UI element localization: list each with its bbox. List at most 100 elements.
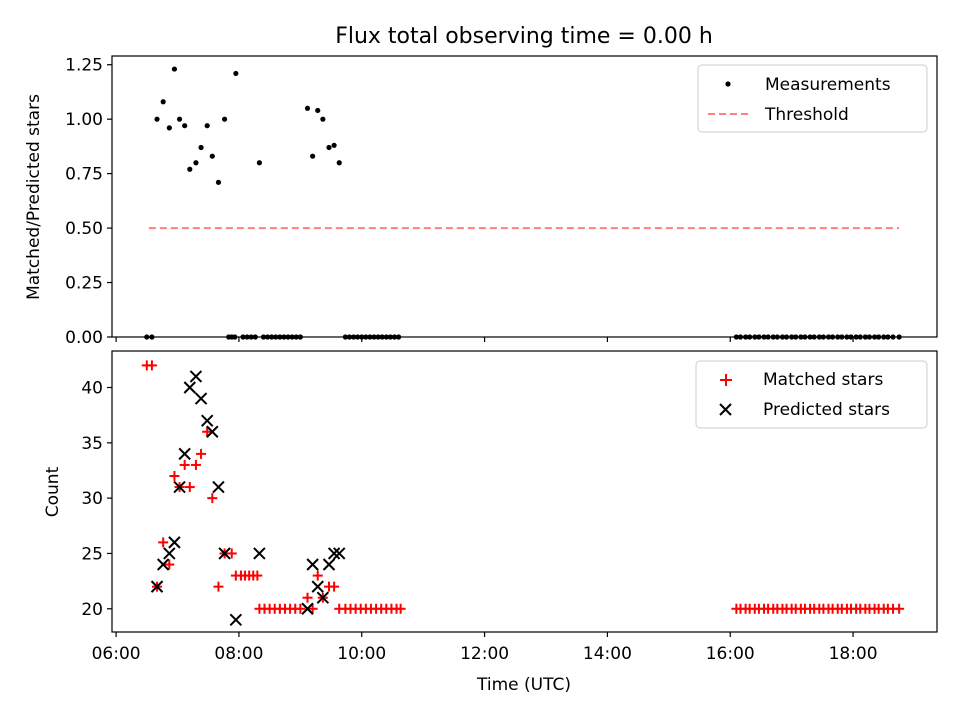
measurement-point	[204, 123, 210, 129]
matched-star-point	[894, 603, 905, 614]
predicted-star-point	[327, 547, 341, 560]
predicted-star-point	[189, 370, 203, 383]
measurement-point	[171, 66, 178, 72]
x-tick-label: 12:00	[460, 644, 509, 664]
x-tick-label: 06:00	[92, 644, 141, 664]
x-tick-label: 18:00	[829, 644, 878, 664]
predicted-marker-b	[173, 480, 186, 494]
matched-star-point	[179, 459, 190, 470]
matched-star-point	[312, 570, 323, 581]
predicted-marker-b	[316, 591, 330, 604]
measurement-point	[331, 142, 337, 148]
x-tick-label: 08:00	[214, 644, 263, 664]
measurement-point	[176, 116, 183, 122]
matched-star-point	[158, 537, 169, 548]
top-legend: Measurements Threshold	[697, 64, 928, 133]
matched-star-point	[169, 471, 180, 482]
predicted-marker-b	[178, 447, 191, 461]
predicted-star-point	[306, 558, 319, 571]
measurement-point	[193, 160, 199, 166]
y-tick-label: 35	[81, 434, 103, 454]
predicted-marker-b	[301, 602, 314, 615]
predicted-star-point	[173, 480, 186, 494]
x-tick-label: 16:00	[706, 644, 755, 664]
bottom-panel: 20 25 30 35 40 06:00 08:00 10:00 12:00 14:00 16:0…	[43, 350, 938, 695]
measurement-point	[209, 153, 215, 159]
matched-star-point	[184, 482, 195, 493]
predicted-star-point	[183, 381, 196, 394]
measurement-point	[233, 70, 239, 77]
matched-star-point	[329, 581, 340, 592]
predicted-marker-b	[156, 558, 170, 571]
measurement-point	[256, 160, 262, 166]
legend-measurements-label: Measurements	[765, 75, 891, 95]
predicted-star-point	[168, 536, 181, 549]
predicted-star-point	[156, 558, 170, 571]
bottom-x-ticks: 06:00 08:00 10:00 12:00 14:00 16:00 18:00	[92, 632, 878, 664]
predicted-marker-b	[218, 547, 231, 560]
y-tick-label: 0.75	[65, 165, 103, 185]
matched-star-point	[202, 426, 213, 437]
y-tick-label: 1.00	[65, 110, 103, 130]
y-tick-label: 0.50	[65, 219, 103, 239]
top-axes-frame	[111, 55, 938, 338]
predicted-marker-b	[212, 480, 225, 494]
predicted-marker-b	[150, 580, 164, 593]
y-tick-label: 25	[81, 544, 103, 564]
predicted-marker-b	[168, 536, 181, 549]
top-x-ticks	[115, 337, 854, 342]
measurement-point	[326, 144, 332, 151]
y-tick-label: 40	[81, 379, 103, 399]
top-panel: 0.00 0.25 0.50 0.75 1.00 1.25 Matched/Predict…	[24, 55, 938, 348]
matched-star-point	[295, 603, 306, 614]
bottom-legend-box	[695, 360, 928, 429]
predicted-star-point	[253, 547, 266, 560]
legend-matched-label: Matched stars	[763, 370, 883, 390]
predicted-star-point	[229, 613, 243, 627]
bottom-y-ticks: 20 25 30 35 40	[81, 379, 112, 620]
predicted-star-point	[150, 580, 164, 593]
legend-measurements-marker	[725, 81, 731, 87]
predicted-star-point	[194, 392, 208, 405]
chart-title: Flux total observing time = 0.00 h	[335, 24, 713, 49]
matched-star-point	[395, 603, 406, 614]
predicted-marker-b	[253, 547, 266, 560]
bottom-y-axis-label: Count	[43, 466, 63, 517]
measurement-point	[160, 99, 166, 105]
predicted-star-point	[163, 547, 176, 560]
matched-star-point	[213, 581, 224, 592]
legend-matched-marker	[720, 374, 732, 386]
y-tick-label: 1.25	[65, 56, 103, 76]
legend-predicted-marker	[719, 403, 732, 416]
matched-star-point	[146, 360, 157, 371]
measurement-point	[320, 116, 326, 122]
bottom-legend: Matched stars Predicted stars	[695, 360, 928, 429]
measurement-point	[221, 116, 228, 122]
measurement-point	[315, 107, 321, 114]
matched-star-point	[196, 448, 207, 459]
top-legend-box	[697, 64, 928, 133]
predicted-star-point	[311, 580, 324, 593]
measurement-point	[215, 179, 222, 185]
top-y-ticks: 0.00 0.25 0.50 0.75 1.00 1.25	[65, 56, 112, 348]
y-tick-label: 0.00	[65, 328, 103, 348]
matched-star-point	[164, 559, 175, 570]
predicted-marker-b	[306, 558, 319, 571]
predicted-star-point	[322, 558, 336, 571]
x-tick-label: 14:00	[583, 644, 632, 664]
matched-star-point	[190, 459, 201, 470]
predicted-marker-b	[229, 613, 243, 627]
predicted-marker-b	[189, 370, 203, 383]
top-y-axis-label: Matched/Predicted stars	[24, 94, 44, 300]
x-tick-label: 10:00	[337, 644, 386, 664]
matched-star-point	[307, 603, 318, 614]
predicted-marker-b	[200, 414, 214, 427]
predicted-star-point	[206, 425, 219, 438]
predicted-marker-b	[311, 580, 324, 593]
measurement-point	[336, 160, 342, 166]
bottom-axes-frame	[111, 350, 938, 633]
y-tick-label: 20	[81, 600, 103, 620]
predicted-marker-b	[333, 547, 346, 560]
y-tick-label: 0.25	[65, 274, 103, 294]
